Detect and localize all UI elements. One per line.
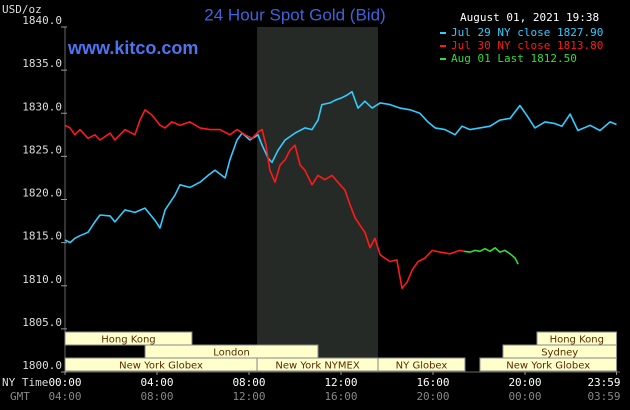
legend-label: Aug 01 Last 1812.50 <box>451 52 577 65</box>
session-label: Hong Kong <box>550 335 604 346</box>
price-line <box>64 109 465 290</box>
session-label: New York Globex <box>506 361 590 372</box>
timestamp: August 01, 2021 19:38 <box>460 11 599 24</box>
y-tick-label: 1830.0 <box>22 100 62 113</box>
x-axis-label: NY Time <box>2 376 48 389</box>
site-label: www.kitco.com <box>67 38 198 58</box>
x-tick-label: 08:00 <box>232 376 265 389</box>
session-label: New York NYMEX <box>275 361 360 372</box>
x2-tick-label: 12:00 <box>232 390 265 403</box>
legend-label: Jul 30 NY close 1813.80 <box>451 39 603 52</box>
x-tick-label: 04:00 <box>140 376 173 389</box>
x2-tick-label: 00:00 <box>508 390 541 403</box>
x2-axis-label: GMT <box>10 390 30 403</box>
chart-title: 24 Hour Spot Gold (Bid) <box>204 5 385 24</box>
session-box <box>64 331 193 346</box>
x-tick-label: 23:59 <box>587 376 620 389</box>
x2-tick-label: 04:00 <box>48 390 81 403</box>
x-tick-label: 12:00 <box>324 376 357 389</box>
session-label: New York Globex <box>119 361 203 372</box>
shade-layer <box>257 27 379 372</box>
y-tick-label: 1835.0 <box>22 57 62 70</box>
session-label: NY Globex <box>396 361 448 372</box>
y-tick-label: 1810.0 <box>22 273 62 286</box>
y-tick-label: 1820.0 <box>22 187 62 200</box>
x2-tick-label: 20:00 <box>416 390 449 403</box>
y-tick-label: 1815.0 <box>22 230 62 243</box>
y-tick-label: 1805.0 <box>22 316 62 329</box>
price-line <box>463 247 519 265</box>
y-tick-label: 1825.0 <box>22 143 62 156</box>
x-tick-label: 00:00 <box>48 376 81 389</box>
y-tick-label: 1840.0 <box>22 14 62 27</box>
session-box <box>377 357 466 372</box>
y-tick-label: 1800.0 <box>22 359 62 372</box>
session-box <box>479 357 618 372</box>
session-shade <box>257 27 379 372</box>
x2-tick-label: 03:59 <box>587 390 620 403</box>
price-line <box>64 90 617 244</box>
x2-tick-label: 16:00 <box>324 390 357 403</box>
session-label: London <box>213 348 250 359</box>
legend-label: Jul 29 NY close 1827.90 <box>451 26 603 39</box>
x-tick-label: 20:00 <box>508 376 541 389</box>
session-label: Hong Kong <box>101 335 155 346</box>
x2-tick-label: 08:00 <box>140 390 173 403</box>
session-label: Sydney <box>541 348 578 359</box>
x-tick-label: 16:00 <box>416 376 449 389</box>
y-unit: USD/oz <box>2 3 42 16</box>
